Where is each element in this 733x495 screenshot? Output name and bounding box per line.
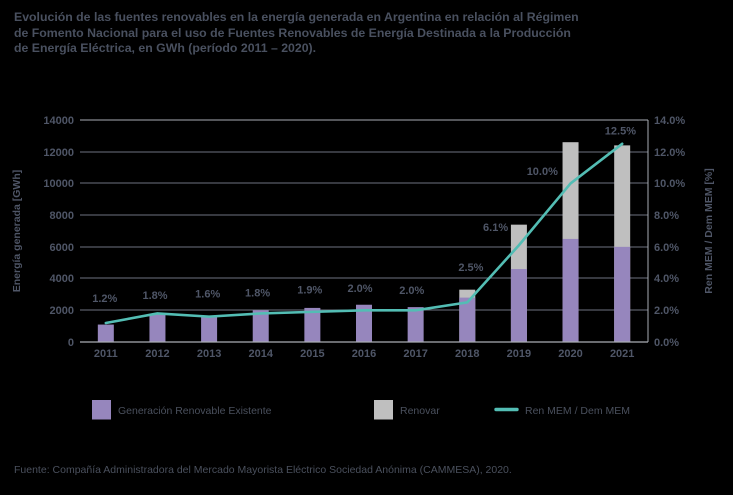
svg-text:2000: 2000 <box>50 305 74 317</box>
svg-text:10.0%: 10.0% <box>527 166 558 178</box>
svg-text:6000: 6000 <box>50 242 74 254</box>
svg-text:2014: 2014 <box>248 348 273 360</box>
svg-text:2.0%: 2.0% <box>347 283 372 295</box>
svg-text:Fuente: Compañía Administrador: Fuente: Compañía Administradora del Merc… <box>14 464 512 476</box>
svg-text:1.8%: 1.8% <box>245 287 270 299</box>
svg-text:12.5%: 12.5% <box>605 126 636 138</box>
svg-text:2020: 2020 <box>558 348 582 360</box>
svg-text:10000: 10000 <box>43 178 74 190</box>
svg-text:2016: 2016 <box>352 348 376 360</box>
svg-text:2018: 2018 <box>455 348 479 360</box>
svg-text:6.0%: 6.0% <box>654 242 679 254</box>
svg-text:8000: 8000 <box>50 210 74 222</box>
svg-text:2011: 2011 <box>94 348 118 360</box>
svg-text:Ren MEM / Dem MEM [%]: Ren MEM / Dem MEM [%] <box>703 168 715 293</box>
svg-text:Renovar: Renovar <box>400 405 440 417</box>
svg-text:10.0%: 10.0% <box>654 178 685 190</box>
svg-text:2.5%: 2.5% <box>458 262 483 274</box>
svg-text:1.6%: 1.6% <box>195 289 220 301</box>
svg-text:Ren MEM / Dem MEM: Ren MEM / Dem MEM <box>525 405 630 417</box>
svg-text:Energía generada [GWh]: Energía generada [GWh] <box>11 170 23 293</box>
svg-text:1.8%: 1.8% <box>142 290 167 302</box>
svg-text:2015: 2015 <box>300 348 324 360</box>
svg-text:2.0%: 2.0% <box>399 285 424 297</box>
svg-text:4000: 4000 <box>50 273 74 285</box>
svg-text:2019: 2019 <box>507 348 531 360</box>
svg-text:2.0%: 2.0% <box>654 305 679 317</box>
svg-text:2017: 2017 <box>403 348 427 360</box>
svg-text:2012: 2012 <box>145 348 169 360</box>
svg-text:14.0%: 14.0% <box>654 115 685 127</box>
svg-text:0.0%: 0.0% <box>654 337 679 349</box>
svg-text:1.9%: 1.9% <box>297 285 322 297</box>
svg-text:2021: 2021 <box>610 348 634 360</box>
svg-text:12000: 12000 <box>43 147 74 159</box>
svg-text:Generación Renovable Existente: Generación Renovable Existente <box>118 405 272 417</box>
svg-text:1.2%: 1.2% <box>92 293 117 305</box>
svg-text:12.0%: 12.0% <box>654 147 685 159</box>
svg-text:6.1%: 6.1% <box>483 222 508 234</box>
svg-text:8.0%: 8.0% <box>654 210 679 222</box>
svg-text:4.0%: 4.0% <box>654 273 679 285</box>
svg-text:0: 0 <box>68 337 74 349</box>
svg-text:14000: 14000 <box>43 115 74 127</box>
svg-text:2013: 2013 <box>197 348 221 360</box>
